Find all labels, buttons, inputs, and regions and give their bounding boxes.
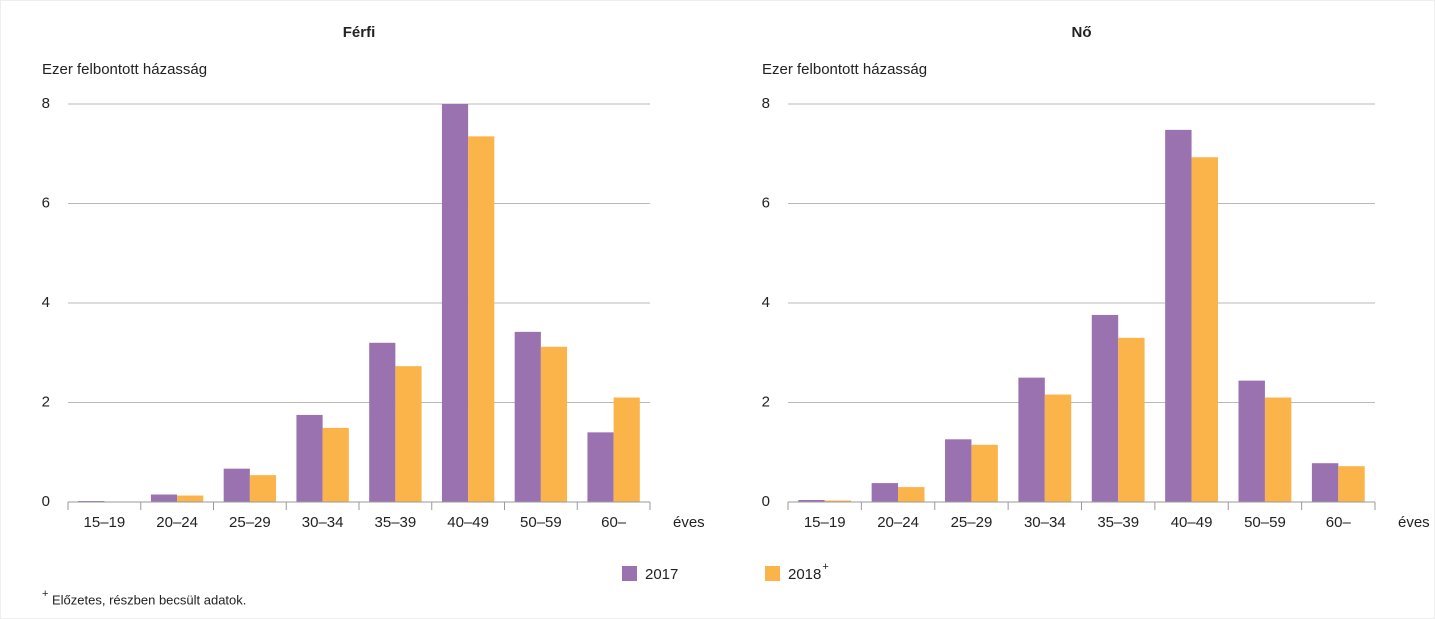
bar bbox=[824, 500, 852, 502]
bar bbox=[971, 444, 998, 502]
y-tick-label: 8 bbox=[762, 95, 770, 112]
bar bbox=[177, 495, 204, 502]
y-tick-label: 8 bbox=[42, 95, 50, 112]
bar bbox=[441, 104, 469, 502]
x-tick-label: 60– bbox=[1326, 514, 1352, 531]
chart-title: Férfi bbox=[343, 24, 376, 41]
y-axis-label: Ezer felbontott házasság bbox=[42, 61, 207, 78]
bar bbox=[1091, 314, 1119, 502]
x-tick-label: 60– bbox=[601, 514, 627, 531]
bar bbox=[798, 500, 825, 502]
bar bbox=[1044, 394, 1072, 502]
bar bbox=[395, 366, 422, 502]
bar bbox=[249, 475, 277, 502]
x-unit: éves bbox=[1398, 514, 1430, 531]
x-tick-label: 25–29 bbox=[951, 514, 993, 531]
y-axis-label: Ezer felbontott házasság bbox=[762, 61, 927, 78]
y-tick-label: 6 bbox=[42, 194, 50, 211]
y-tick-label: 2 bbox=[42, 393, 50, 410]
y-tick-label: 4 bbox=[42, 294, 50, 311]
bar bbox=[1264, 397, 1292, 502]
bar bbox=[1191, 157, 1218, 503]
legend-swatch bbox=[765, 566, 780, 581]
bar bbox=[468, 136, 495, 502]
bar bbox=[1338, 466, 1365, 502]
x-tick-label: 50–59 bbox=[1244, 514, 1286, 531]
x-tick-label: 25–29 bbox=[229, 514, 271, 531]
bar bbox=[1165, 129, 1192, 502]
y-tick-label: 0 bbox=[42, 493, 50, 510]
bar bbox=[150, 494, 178, 502]
x-unit: éves bbox=[673, 514, 705, 531]
footnote: Előzetes, részben becsült adatok. bbox=[52, 592, 246, 607]
x-tick-label: 40–49 bbox=[1171, 514, 1213, 531]
x-tick-label: 50–59 bbox=[520, 514, 562, 531]
bar bbox=[296, 414, 323, 502]
x-tick-label: 35–39 bbox=[1097, 514, 1139, 531]
bar bbox=[871, 483, 899, 502]
bar bbox=[369, 342, 396, 502]
bar bbox=[223, 468, 250, 502]
bar bbox=[613, 397, 640, 502]
x-tick-label: 30–34 bbox=[302, 514, 344, 531]
x-tick-label: 30–34 bbox=[1024, 514, 1066, 531]
y-tick-label: 2 bbox=[762, 393, 770, 410]
x-tick-label: 40–49 bbox=[447, 514, 489, 531]
x-tick-label: 15–19 bbox=[84, 514, 126, 531]
bar bbox=[514, 331, 541, 502]
bar bbox=[1018, 377, 1045, 502]
bar bbox=[540, 346, 568, 502]
x-tick-label: 20–24 bbox=[877, 514, 919, 531]
legend-swatch bbox=[622, 566, 637, 581]
x-tick-label: 35–39 bbox=[375, 514, 417, 531]
chart-title: Nő bbox=[1072, 24, 1092, 41]
legend-label: 2017 bbox=[645, 566, 678, 583]
legend-label: 2018 bbox=[788, 566, 821, 583]
bar bbox=[1238, 380, 1265, 502]
bar bbox=[587, 432, 614, 502]
bar bbox=[945, 439, 972, 502]
bar bbox=[1118, 337, 1145, 502]
legend-sup: + bbox=[822, 561, 828, 573]
bar bbox=[1311, 463, 1339, 502]
bar bbox=[322, 427, 349, 502]
x-tick-label: 20–24 bbox=[156, 514, 198, 531]
footnote-marker: + bbox=[42, 588, 48, 600]
y-tick-label: 6 bbox=[762, 194, 770, 211]
bar bbox=[898, 487, 925, 502]
y-tick-label: 4 bbox=[762, 294, 770, 311]
y-tick-label: 0 bbox=[762, 493, 770, 510]
x-tick-label: 15–19 bbox=[804, 514, 846, 531]
